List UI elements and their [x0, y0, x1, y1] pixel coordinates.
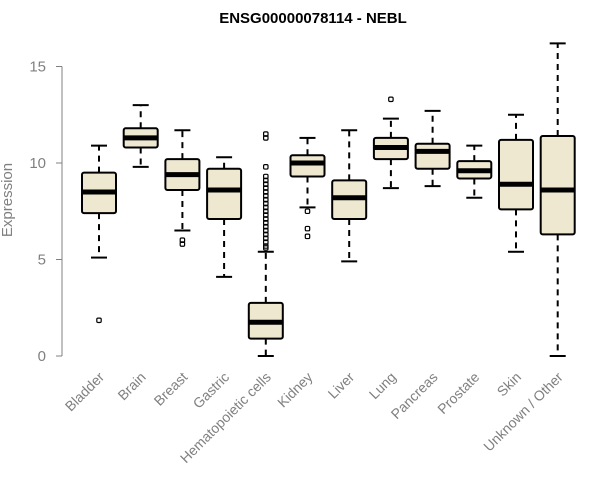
box-skin — [498, 113, 534, 253]
x-tick-label: Lung — [366, 369, 399, 402]
box-body — [498, 138, 534, 211]
x-tick-label: Prostate — [434, 369, 482, 417]
outlier-point — [388, 96, 394, 103]
y-tick-label: 5 — [38, 252, 46, 269]
y-tick-label: 10 — [29, 155, 46, 172]
x-tick-label: Skin — [494, 369, 525, 400]
box-body — [289, 154, 326, 178]
box-body — [414, 142, 451, 170]
outlier-point — [179, 241, 186, 247]
y-tick-label: 0 — [38, 348, 46, 365]
box-brain — [122, 104, 159, 168]
box-kidney — [289, 136, 326, 240]
x-tick-label: Unknown / Other — [480, 369, 566, 455]
box-bladder — [81, 144, 117, 324]
outlier-point — [304, 225, 311, 232]
box-unknown-other — [539, 42, 576, 357]
boxes-group — [81, 42, 576, 357]
chart-title: ENSG00000078114 - NEBL — [219, 10, 407, 27]
box-breast — [164, 129, 201, 247]
outlier-point — [304, 208, 311, 215]
box-hematopoietic-cells — [247, 131, 284, 357]
outlier-point — [263, 164, 269, 170]
x-tick-label: Bladder — [62, 369, 108, 415]
x-tick-label: Brain — [114, 369, 148, 403]
x-tick-label: Liver — [325, 369, 358, 402]
box-body — [539, 134, 576, 236]
x-tick-label: Kidney — [274, 369, 316, 411]
box-pancreas — [414, 109, 451, 188]
box-prostate — [456, 144, 493, 199]
x-tick-label: Breast — [151, 369, 191, 409]
y-axis-label: Expression — [0, 163, 16, 237]
box-gastric — [206, 156, 243, 278]
outlier-point — [263, 245, 269, 251]
outlier-point — [263, 135, 269, 141]
y-axis: 0 5 10 15 — [29, 59, 63, 365]
outlier-point — [304, 233, 311, 240]
y-tick-label: 15 — [29, 59, 46, 76]
box-lung — [372, 96, 409, 190]
outlier-point — [96, 317, 102, 324]
box-liver — [331, 129, 368, 263]
box-body — [206, 167, 243, 220]
